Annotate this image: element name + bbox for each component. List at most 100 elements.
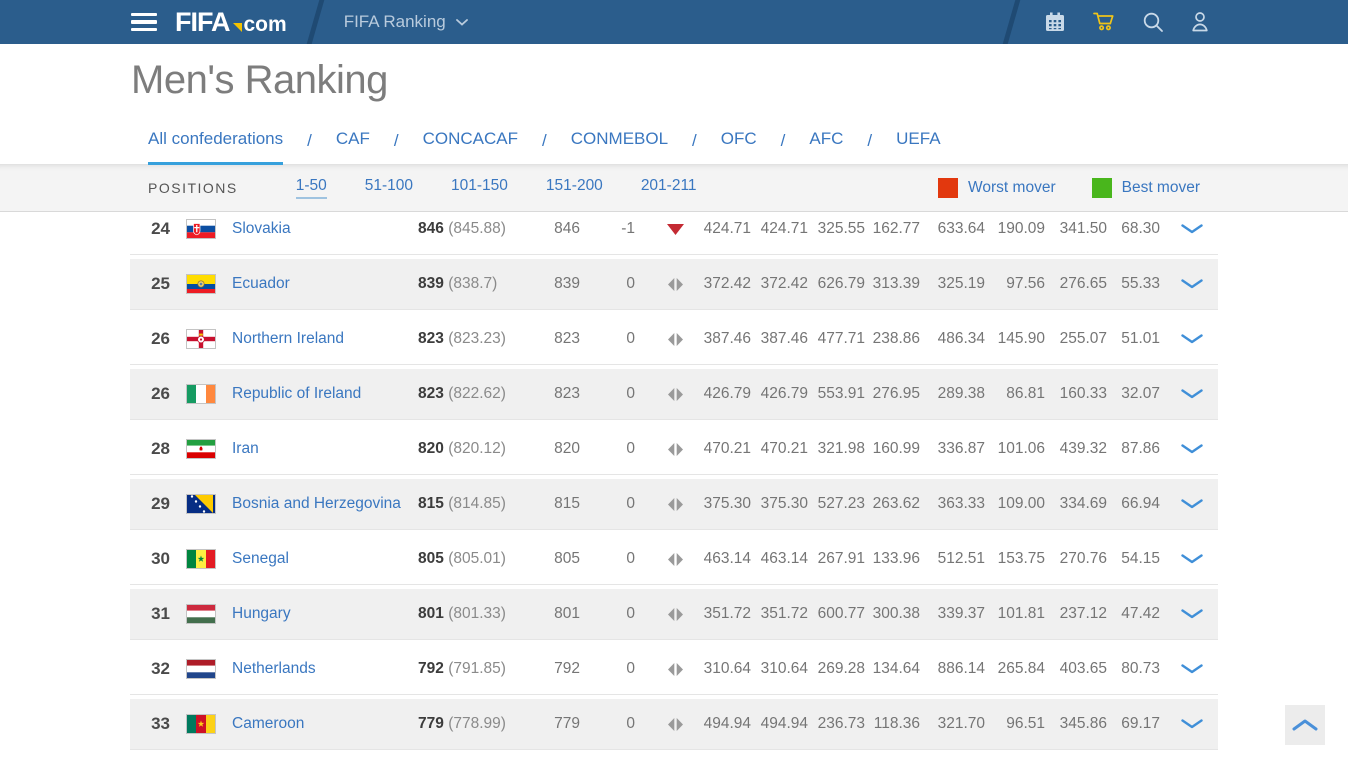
rank-number: 28 [151,439,170,458]
expand-row-button[interactable] [1178,334,1206,344]
country-name-link[interactable]: Ecuador [232,275,290,292]
expand-row-button[interactable] [1178,224,1206,234]
menu-hamburger-icon[interactable] [131,12,157,32]
expand-row-button[interactable] [1178,444,1206,454]
scroll-to-top-button[interactable] [1285,705,1325,745]
value-cell: 463.14 [760,550,808,567]
expand-row-button[interactable] [1178,279,1206,289]
value-cell: 101.81 [997,605,1045,622]
tab-uefa[interactable]: UEFA [896,129,941,148]
value-cell: 160.33 [1059,385,1107,402]
position-range-201-211[interactable]: 201-211 [640,177,697,194]
movement-steady-icon [653,717,698,731]
rank-change: 0 [626,385,635,402]
tab-separator: / [542,131,547,150]
search-icon[interactable] [1142,11,1164,33]
table-row: 32 Netherlands 792 (791.85) 792 0 310.64… [130,644,1218,695]
value-cell: 54.15 [1121,550,1160,567]
value-cell: 32.07 [1121,385,1160,402]
country-name-link[interactable]: Netherlands [232,660,316,677]
position-range-1-50[interactable]: 1-50 [295,177,327,199]
value-cell: 600.77 [817,605,865,622]
movement-steady-icon [653,552,698,566]
value-cell: 424.71 [703,220,751,237]
table-row: 31 Hungary 801 (801.33) 801 0 351.72 351… [130,589,1218,640]
position-range-51-100[interactable]: 51-100 [364,177,414,194]
value-cell: 426.79 [703,385,751,402]
calendar-icon[interactable] [1044,11,1066,33]
value-cell: 86.81 [1006,385,1045,402]
rank-number: 33 [151,714,170,733]
expand-row-button[interactable] [1178,609,1206,619]
expand-row-button[interactable] [1178,719,1206,729]
value-cell: 426.79 [760,385,808,402]
chevron-down-icon [1181,444,1203,454]
breadcrumb-fifa-ranking[interactable]: FIFA Ranking [344,12,468,32]
flag-cmr-icon [186,714,216,734]
points-cell: 839 (838.7) [418,275,498,292]
position-range-101-150[interactable]: 101-150 [451,177,508,194]
value-cell: 134.64 [872,660,920,677]
tab-conmebol[interactable]: CONMEBOL [570,129,669,148]
value-cell: 387.46 [703,330,751,347]
country-name-link[interactable]: Iran [232,440,259,457]
tab-afc[interactable]: AFC [809,129,844,148]
table-row: 33 Cameroon 779 (778.99) 779 0 494.94 49… [130,699,1218,750]
value-cell: 238.86 [872,330,920,347]
table-row: 29 Bosnia and Herzegovina 815 (814.85) 8… [130,479,1218,530]
table-row: 28 Iran 820 (820.12) 820 0 470.21 470.21… [130,424,1218,475]
movement-steady-icon [653,607,698,621]
value-cell: 255.07 [1059,330,1107,347]
movement-steady-icon [653,662,698,676]
expand-row-button[interactable] [1178,499,1206,509]
country-name-link[interactable]: Northern Ireland [232,330,345,347]
value-cell: 336.87 [937,440,985,457]
chevron-down-icon [1181,224,1203,234]
value-cell: 265.84 [997,660,1045,677]
rank-number: 30 [151,549,170,568]
expand-row-button[interactable] [1178,389,1206,399]
value-cell: 153.75 [997,550,1045,567]
country-name-link[interactable]: Bosnia and Herzegovina [232,495,401,512]
value-cell: 363.33 [937,495,985,512]
value-cell: 387.46 [760,330,808,347]
top-navigation-bar: FIFA com FIFA Ranking [0,0,1348,44]
previous-points: 823 [554,385,580,402]
rank-number: 25 [151,274,170,293]
value-cell: 512.51 [937,550,985,567]
user-icon[interactable] [1190,11,1210,33]
expand-row-button[interactable] [1178,554,1206,564]
position-range-151-200[interactable]: 151-200 [545,177,603,194]
value-cell: 80.73 [1121,660,1160,677]
country-name-link[interactable]: Senegal [232,550,289,567]
value-cell: 97.56 [1006,275,1045,292]
fifa-logo[interactable]: FIFA com [175,6,287,37]
country-name-link[interactable]: Hungary [232,605,291,622]
tab-separator: / [867,131,873,150]
tab-concacaf[interactable]: CONCACAF [422,129,519,148]
expand-row-button[interactable] [1178,664,1206,674]
fifa-logo-text: FIFA [175,6,230,37]
country-name-link[interactable]: Slovakia [232,220,291,237]
previous-points: 820 [554,440,580,457]
value-cell: 300.38 [872,605,920,622]
country-name-link[interactable]: Republic of Ireland [232,385,362,402]
value-cell: 341.50 [1059,220,1107,237]
legend-label: Worst mover [968,179,1056,196]
tab-caf[interactable]: CAF [335,129,370,148]
movement-steady-icon [653,277,698,291]
flag-irn-icon [186,439,216,459]
value-cell: 269.28 [817,660,865,677]
points-cell: 823 (822.62) [418,385,506,402]
cart-icon[interactable] [1092,11,1116,33]
value-cell: 486.34 [937,330,985,347]
value-cell: 470.21 [703,440,751,457]
tab-all-confederations[interactable]: All confederations [148,129,284,165]
rank-change: 0 [626,715,635,732]
points-cell: 823 (823.23) [418,330,506,347]
value-cell: 351.72 [703,605,751,622]
table-row: 26 Northern Ireland 823 (823.23) 823 0 3… [130,314,1218,365]
country-name-link[interactable]: Cameroon [232,715,305,732]
tab-ofc[interactable]: OFC [720,129,757,148]
previous-points: 846 [554,220,580,237]
